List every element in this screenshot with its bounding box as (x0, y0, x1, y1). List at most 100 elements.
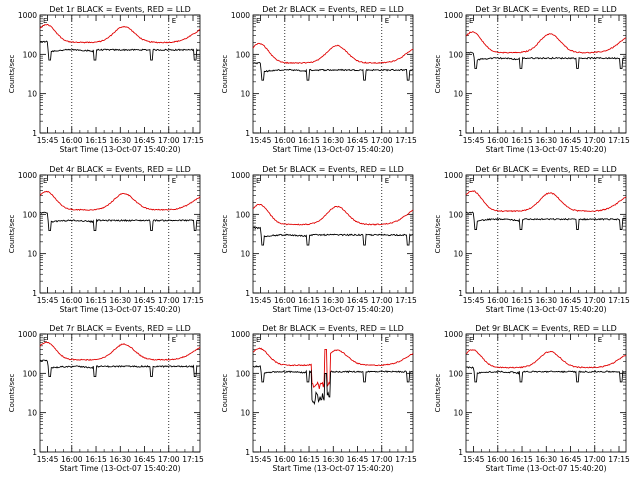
y-tick-label: 100 (449, 369, 464, 378)
marker-E: E (43, 17, 47, 25)
y-tick-label: 10 (453, 409, 463, 418)
series-lld-line (39, 341, 201, 361)
x-tick-label: 16:45 (134, 296, 156, 305)
series-events-line (39, 211, 201, 232)
x-tick-label: 16:30 (109, 455, 131, 464)
x-axis-label: Start Time (13-Oct-07 15:40:20) (272, 464, 393, 473)
x-axis-label: Start Time (13-Oct-07 15:40:20) (485, 305, 606, 314)
x-tick-label: 16:30 (535, 296, 557, 305)
marker-E: E (469, 177, 473, 185)
y-axis-label: Counts/sec (221, 374, 229, 413)
y-tick-label: 1 (458, 129, 463, 138)
y-tick-label: 10 (27, 250, 37, 259)
x-tick-label: 17:00 (584, 455, 606, 464)
y-axis-label: Counts/sec (221, 55, 229, 94)
x-tick-label: 15:45 (250, 455, 272, 464)
y-tick-label: 100 (236, 210, 251, 219)
series-lld-line (465, 190, 627, 213)
chart-title: Det 8r BLACK = Events, RED = LLD (262, 324, 404, 333)
panel-2: Det 2r BLACK = Events, RED = LLD 1 10 100 10… (221, 5, 417, 154)
marker-E: E (469, 336, 473, 344)
panel-1: Det 1r BLACK = Events, RED = LLD 1 10 100 10… (8, 5, 204, 154)
x-tick-label: 16:45 (560, 136, 582, 145)
series-events-line (465, 51, 627, 69)
y-tick-label: 100 (236, 369, 251, 378)
marker-E: E (469, 17, 473, 25)
x-tick-label: 16:15 (511, 136, 533, 145)
marker-E: E (385, 177, 389, 185)
x-tick-label: 17:00 (371, 455, 393, 464)
x-tick-label: 17:15 (182, 136, 204, 145)
x-tick-label: 16:00 (487, 296, 509, 305)
panel-3: Det 3r BLACK = Events, RED = LLD 1 10 100 10… (434, 5, 630, 154)
y-axis-label: Counts/sec (8, 374, 16, 413)
x-tick-label: 16:15 (298, 455, 320, 464)
x-tick-label: 17:15 (395, 296, 417, 305)
x-tick-label: 16:15 (511, 455, 533, 464)
chart-title: Det 6r BLACK = Events, RED = LLD (475, 165, 617, 174)
chart-title: Det 2r BLACK = Events, RED = LLD (262, 5, 404, 14)
y-tick-label: 100 (449, 210, 464, 219)
x-axis-label: Start Time (13-Oct-07 15:40:20) (485, 464, 606, 473)
panel-6: Det 6r BLACK = Events, RED = LLD 1 10 100 10… (434, 165, 630, 314)
x-tick-label: 16:00 (274, 136, 296, 145)
y-tick-label: 10 (240, 409, 250, 418)
x-axis-label: Start Time (13-Oct-07 15:40:20) (59, 464, 180, 473)
x-tick-label: 16:30 (535, 455, 557, 464)
y-tick-label: 1000 (444, 171, 463, 180)
x-tick-label: 15:45 (463, 296, 485, 305)
y-axis-label: Counts/sec (221, 215, 229, 254)
x-tick-label: 16:00 (274, 455, 296, 464)
x-tick-label: 15:45 (37, 136, 59, 145)
marker-E: E (256, 17, 260, 25)
x-tick-label: 15:45 (250, 296, 272, 305)
x-tick-label: 16:45 (560, 455, 582, 464)
x-axis-label: Start Time (13-Oct-07 15:40:20) (59, 145, 180, 154)
x-tick-label: 16:00 (61, 296, 83, 305)
y-tick-label: 10 (453, 90, 463, 99)
plot-frame (252, 14, 414, 134)
x-tick-label: 17:00 (371, 136, 393, 145)
x-tick-label: 16:45 (560, 296, 582, 305)
x-tick-label: 16:15 (85, 296, 107, 305)
y-tick-label: 1000 (444, 11, 463, 20)
y-tick-label: 1000 (18, 171, 37, 180)
x-tick-label: 16:30 (322, 136, 344, 145)
x-tick-label: 17:00 (158, 455, 180, 464)
marker-E: E (172, 17, 176, 25)
series-events-line (39, 359, 200, 378)
chart-title: Det 1r BLACK = Events, RED = LLD (49, 5, 191, 14)
y-tick-label: 1000 (231, 11, 250, 20)
y-tick-label: 100 (23, 369, 38, 378)
y-axis-label: Counts/sec (434, 374, 442, 413)
marker-E: E (256, 177, 260, 185)
y-tick-label: 10 (27, 90, 37, 99)
chart-title: Det 5r BLACK = Events, RED = LLD (262, 165, 404, 174)
x-axis-label: Start Time (13-Oct-07 15:40:20) (485, 145, 606, 154)
x-tick-label: 17:15 (608, 455, 630, 464)
x-tick-label: 17:00 (158, 296, 180, 305)
chart-title: Det 3r BLACK = Events, RED = LLD (475, 5, 617, 14)
y-axis-label: Counts/sec (434, 215, 442, 254)
x-tick-label: 15:45 (37, 455, 59, 464)
marker-E: E (43, 336, 47, 344)
x-tick-label: 16:30 (535, 136, 557, 145)
panel-9: Det 9r BLACK = Events, RED = LLD 1 10 100 10… (434, 324, 630, 473)
series-lld-line (252, 347, 414, 389)
y-tick-label: 10 (240, 250, 250, 259)
x-tick-label: 17:15 (182, 296, 204, 305)
y-tick-label: 1 (32, 448, 37, 457)
plot-frame (39, 14, 201, 134)
y-tick-label: 10 (453, 250, 463, 259)
x-tick-label: 17:00 (158, 136, 180, 145)
series-events-line (252, 62, 414, 81)
x-tick-label: 17:00 (584, 136, 606, 145)
series-events-line (465, 366, 627, 383)
marker-E: E (598, 336, 602, 344)
y-tick-label: 100 (236, 50, 251, 59)
series-events-line (252, 365, 413, 406)
marker-E: E (598, 177, 602, 185)
series-lld-line (39, 23, 201, 44)
y-tick-label: 10 (240, 90, 250, 99)
